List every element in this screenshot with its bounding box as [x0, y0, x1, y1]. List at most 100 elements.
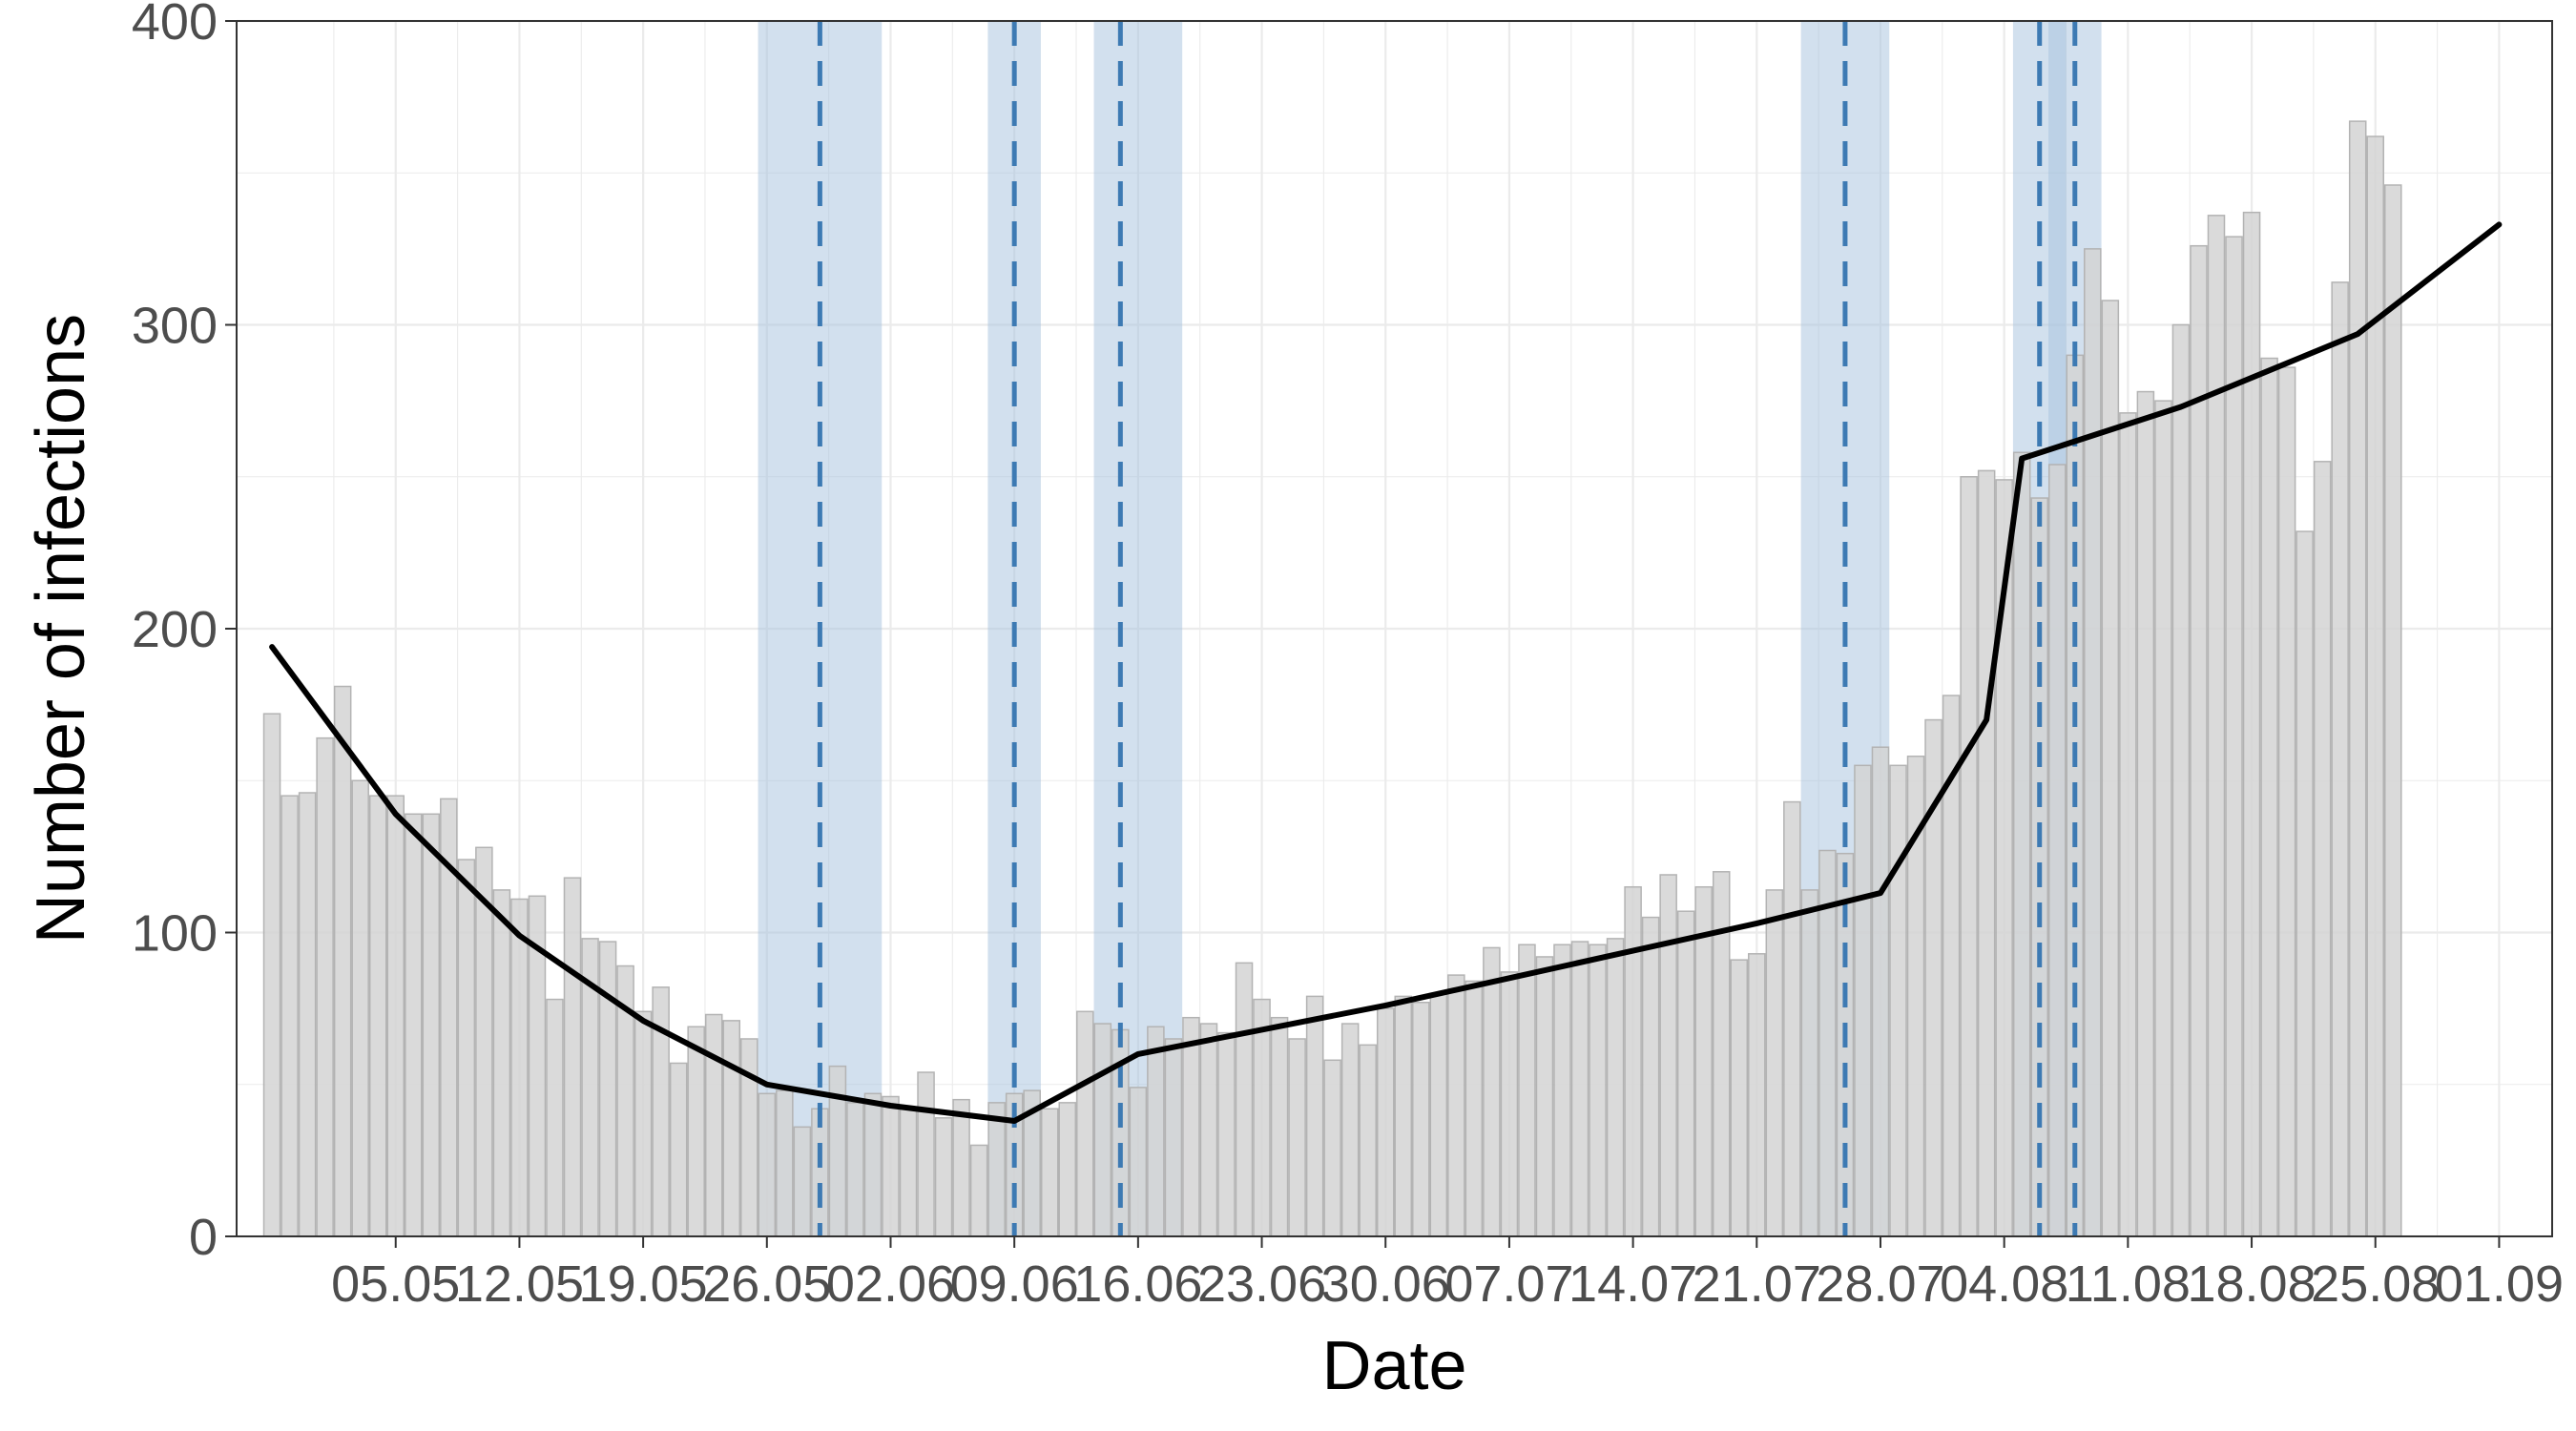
bar — [1800, 889, 1819, 1237]
bar — [351, 779, 369, 1237]
x-tick-label: 01.09 — [2435, 1255, 2564, 1313]
bar — [1570, 941, 1589, 1237]
y-tick-label: 0 — [189, 1209, 218, 1266]
bar — [776, 1089, 794, 1237]
bar — [1765, 889, 1784, 1237]
x-tick-label: 04.08 — [1940, 1255, 2068, 1313]
bar — [457, 859, 476, 1237]
bar — [2119, 412, 2137, 1237]
bar — [563, 877, 582, 1237]
bar — [298, 792, 317, 1237]
bar — [333, 685, 352, 1237]
bar — [758, 1092, 777, 1237]
bar — [2331, 281, 2349, 1237]
y-tick-label: 200 — [132, 601, 218, 658]
bar — [2348, 120, 2367, 1237]
breakpoint-lines — [817, 21, 2078, 1236]
bar — [811, 1108, 829, 1237]
bar — [1676, 910, 1695, 1237]
bar — [846, 1102, 864, 1237]
trend-line — [269, 221, 2503, 1124]
bar — [1535, 956, 1554, 1237]
bar — [316, 736, 334, 1237]
bar — [1040, 1108, 1059, 1237]
bar — [2260, 357, 2278, 1237]
bar — [2277, 366, 2296, 1237]
bar — [899, 1108, 918, 1237]
bar — [952, 1098, 970, 1237]
bar — [828, 1065, 847, 1237]
bar — [1412, 1002, 1430, 1237]
bar — [704, 1013, 723, 1237]
x-tick-label: 11.08 — [2066, 1255, 2191, 1313]
bar — [1429, 992, 1448, 1237]
bar — [1270, 1016, 1289, 1237]
bar — [882, 1095, 900, 1237]
x-tick-label: 23.06 — [1197, 1255, 1326, 1313]
bar — [1199, 1023, 1218, 1237]
bar — [1730, 959, 1749, 1237]
bar — [280, 795, 299, 1237]
bar — [1871, 746, 1890, 1237]
x-tick-label: 07.07 — [1444, 1255, 1573, 1313]
bar — [1589, 944, 1607, 1237]
bar — [1500, 971, 1519, 1237]
bar — [669, 1062, 688, 1237]
bar — [1624, 885, 1642, 1237]
x-tick-label: 05.05 — [331, 1255, 460, 1313]
bar — [1058, 1102, 1077, 1237]
bar — [2101, 300, 2120, 1237]
bar — [863, 1092, 883, 1237]
x-tick-label: 02.06 — [826, 1255, 955, 1313]
bar — [1182, 1016, 1200, 1237]
bar — [969, 1144, 988, 1237]
bar — [934, 1117, 953, 1237]
bar — [740, 1038, 758, 1237]
bar — [1359, 1044, 1377, 1237]
x-tick-label: 30.06 — [1321, 1255, 1450, 1313]
bar — [2012, 451, 2031, 1237]
bar — [2136, 390, 2155, 1237]
bar — [2154, 400, 2172, 1237]
x-tick-label: 12.05 — [455, 1255, 584, 1313]
bar — [1960, 476, 1978, 1237]
bar — [492, 889, 511, 1237]
bar — [1977, 469, 1996, 1237]
bar — [1340, 1023, 1360, 1237]
x-tick-label: 19.05 — [579, 1255, 708, 1313]
y-tick-label: 300 — [132, 298, 218, 355]
bar — [2242, 211, 2261, 1237]
bar — [1783, 800, 1801, 1237]
bar — [1659, 874, 1677, 1237]
x-tick-label: 28.07 — [1816, 1255, 1944, 1313]
bar — [1889, 764, 1907, 1237]
bar — [1093, 1023, 1112, 1237]
bar — [598, 941, 617, 1237]
bar — [2084, 248, 2102, 1237]
x-tick-label: 14.07 — [1568, 1255, 1697, 1313]
bar — [1694, 885, 1713, 1237]
y-axis-ticks: 0 100 200 300 400 — [132, 0, 237, 1266]
bar — [368, 795, 387, 1237]
bar — [1748, 953, 1766, 1237]
bar — [1129, 1087, 1148, 1237]
bar — [2047, 464, 2067, 1237]
bar — [1518, 944, 1536, 1237]
bar — [1076, 1010, 1094, 1237]
bar — [1217, 1031, 1236, 1237]
x-tick-label: 18.08 — [2187, 1255, 2316, 1313]
bar — [422, 813, 441, 1237]
x-axis-ticks: 05.0512.0519.0526.0502.0609.0616.0623.06… — [331, 1236, 2564, 1313]
bar — [1712, 871, 1731, 1237]
bar — [793, 1126, 812, 1237]
bar — [1323, 1059, 1341, 1237]
x-tick-label: 16.06 — [1073, 1255, 1202, 1313]
bar — [1606, 938, 1625, 1237]
bar — [917, 1071, 935, 1237]
bar — [262, 713, 281, 1237]
bar — [722, 1020, 741, 1237]
bar — [386, 795, 405, 1237]
bar — [1483, 946, 1501, 1237]
trend-line-group — [269, 221, 2503, 1124]
x-tick-label: 25.08 — [2311, 1255, 2440, 1313]
